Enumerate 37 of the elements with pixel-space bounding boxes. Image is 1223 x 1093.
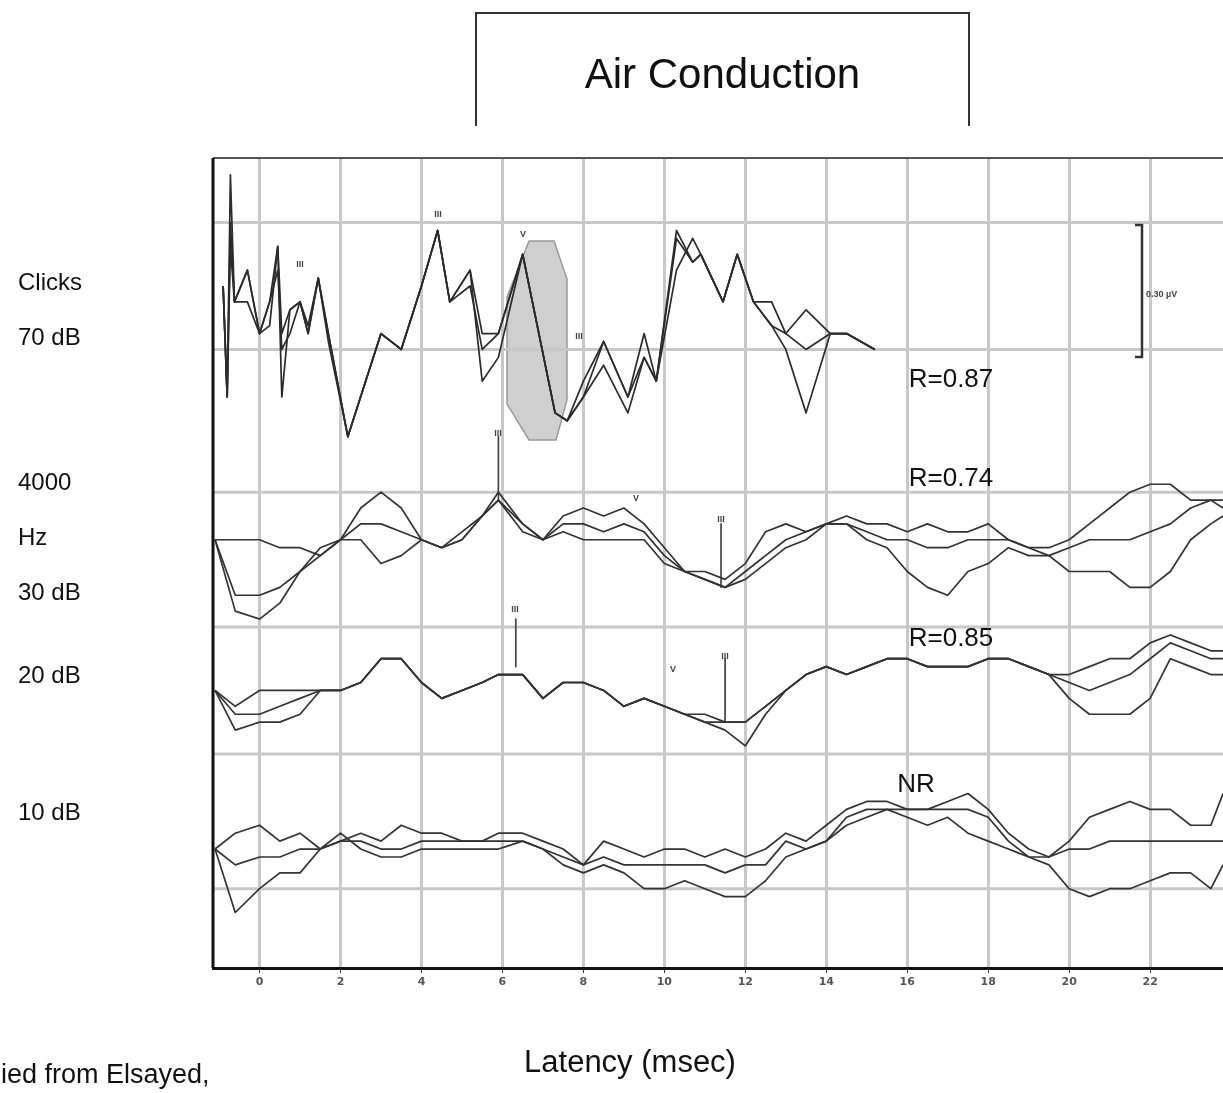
annotation: R=0.74 bbox=[908, 462, 994, 492]
annotation: V bbox=[519, 229, 527, 239]
annotation: 0.30 µV bbox=[1146, 289, 1178, 299]
text: 70 dB bbox=[18, 323, 81, 350]
x-tick-label: 10 bbox=[656, 975, 673, 989]
annotation: V bbox=[632, 493, 640, 503]
chart-title: Air Conduction bbox=[475, 12, 970, 126]
x-tick-label: 22 bbox=[1142, 975, 1158, 989]
x-tick-label: 6 bbox=[498, 975, 507, 989]
annotation: III bbox=[717, 514, 725, 524]
annotation: R=0.87 bbox=[908, 363, 994, 393]
x-tick-label: 20 bbox=[1061, 975, 1078, 989]
annotation: III bbox=[511, 604, 519, 614]
annotation: NR bbox=[897, 768, 935, 798]
x-axis-title: Latency (msec) bbox=[523, 1044, 737, 1080]
text: Hz bbox=[18, 523, 48, 550]
text: 20 dB bbox=[18, 661, 81, 688]
text: Clicks bbox=[18, 268, 82, 295]
x-tick-label: 14 bbox=[818, 975, 835, 989]
annotation: R=0.85 bbox=[908, 622, 994, 652]
x-tick-label: 18 bbox=[980, 975, 996, 989]
text: 10 dB bbox=[18, 798, 81, 825]
x-tick-label: 8 bbox=[579, 975, 588, 989]
annotation: V bbox=[669, 664, 677, 674]
annotation: III bbox=[721, 651, 729, 661]
x-tick-label: 0 bbox=[255, 975, 264, 989]
annotation: III bbox=[296, 259, 304, 269]
x-tick-label: 4 bbox=[417, 975, 426, 989]
x-tick-label: 12 bbox=[737, 975, 753, 989]
text: 4000 bbox=[18, 468, 72, 495]
annotation: III bbox=[494, 428, 502, 438]
x-tick-label: 16 bbox=[899, 975, 916, 989]
text: 30 dB bbox=[18, 578, 81, 605]
text: ied from Elsayed, bbox=[1, 1059, 210, 1089]
annotation: III bbox=[575, 331, 583, 341]
annotation: III bbox=[434, 209, 442, 219]
x-tick-label: 2 bbox=[336, 975, 345, 989]
